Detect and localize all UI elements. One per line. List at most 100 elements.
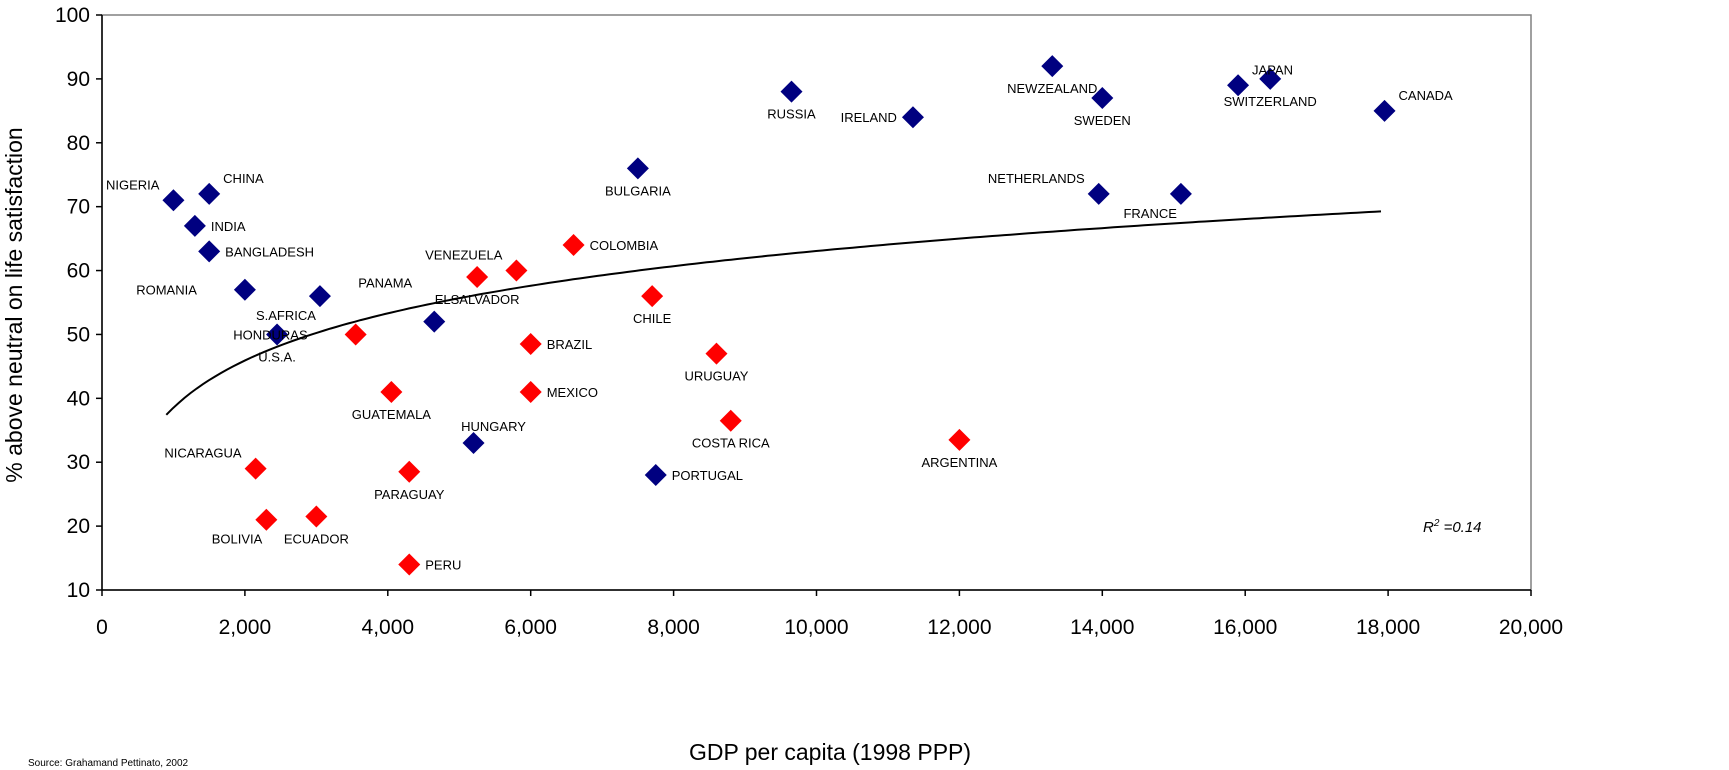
r-squared-label: R: [1423, 519, 1434, 536]
data-point-marker: [233, 278, 256, 301]
data-point-label: CHILE: [633, 311, 672, 326]
x-tick-label: 20,000: [1499, 616, 1563, 639]
data-point-label: MEXICO: [547, 385, 598, 400]
data-point-label: HONDURAS: [233, 327, 308, 342]
data-point-label: BULGARIA: [605, 183, 671, 198]
data-point-label: URUGUAY: [684, 369, 748, 384]
data-point-marker: [398, 553, 421, 576]
data-point-label: INDIA: [211, 219, 246, 234]
data-point-marker: [562, 234, 585, 256]
data-point-marker: [244, 457, 267, 480]
data-point-label: NETHERLANDS: [988, 171, 1085, 186]
x-tick-label: 10,000: [784, 616, 848, 639]
data-point-label: NIGERIA: [106, 177, 160, 192]
data-point-marker: [380, 380, 403, 403]
data-point-label: NEWZEALAND: [1007, 81, 1097, 96]
data-point-label: COLOMBIA: [590, 238, 659, 253]
data-point-marker: [1227, 74, 1250, 97]
y-axis-title: % above neutral on life satisfaction: [1, 127, 27, 482]
data-point-marker: [1087, 182, 1110, 205]
x-tick-label: 8,000: [647, 616, 700, 639]
data-point-label: ROMANIA: [136, 283, 197, 298]
data-point-label: NICARAGUA: [164, 446, 242, 461]
y-tick-label: 10: [67, 579, 90, 602]
y-tick-label: 70: [67, 196, 90, 219]
data-point-marker: [1169, 182, 1192, 205]
data-point-label: S.AFRICA: [256, 308, 316, 323]
data-point-label: PANAMA: [358, 276, 412, 291]
data-point-marker: [198, 182, 221, 205]
data-point-label: COSTA RICA: [692, 436, 770, 451]
data-point-label: RUSSIA: [767, 107, 816, 122]
data-point-marker: [198, 240, 221, 263]
x-tick-label: 0: [96, 616, 108, 639]
source-note: Source: Grahamand Pettinato, 2002: [28, 758, 189, 769]
data-point-marker: [519, 333, 542, 356]
data-point-marker: [626, 157, 649, 180]
data-point-label: BOLIVIA: [212, 532, 263, 547]
y-tick-label: 100: [55, 4, 90, 27]
x-axis-title: GDP per capita (1998 PPP): [689, 739, 971, 765]
data-point-marker: [266, 323, 289, 346]
r-squared-annotation: R2 =0.14: [1423, 518, 1482, 536]
r-squared-superscript: 2: [1433, 518, 1440, 529]
x-tick-label: 4,000: [362, 616, 415, 639]
r-squared-value: =0.14: [1439, 519, 1481, 536]
data-point-marker: [162, 189, 185, 212]
data-point-marker: [641, 285, 664, 308]
data-point-marker: [398, 460, 421, 483]
data-point-label: HUNGARY: [461, 419, 526, 434]
trendline: [165, 210, 1382, 416]
data-point-label: ECUADOR: [284, 532, 349, 547]
y-tick-label: 60: [67, 260, 90, 283]
data-point-marker: [183, 214, 206, 237]
data-point-marker: [308, 285, 331, 308]
data-point-marker: [255, 508, 278, 531]
y-tick-label: 40: [67, 387, 90, 410]
x-tick-label: 12,000: [927, 616, 991, 639]
data-point-marker: [305, 505, 328, 528]
data-point-label: SWEDEN: [1074, 113, 1131, 128]
data-point-marker: [901, 106, 924, 129]
data-point-marker: [644, 464, 667, 486]
data-point-label: SWITZERLAND: [1224, 94, 1317, 109]
data-point-label: ELSALVADOR: [435, 292, 520, 307]
data-point-label: PERU: [425, 557, 461, 572]
data-point-marker: [423, 310, 446, 333]
data-point-label: CANADA: [1399, 88, 1454, 103]
data-point-marker: [519, 380, 542, 403]
data-point-label: PORTUGAL: [672, 468, 743, 483]
data-point-label: IRELAND: [841, 110, 897, 125]
data-point-marker: [1041, 55, 1064, 78]
x-tick-label: 14,000: [1070, 616, 1134, 639]
y-tick-label: 90: [67, 68, 90, 91]
data-point-marker: [780, 80, 803, 103]
data-point-label: JAPAN: [1252, 62, 1293, 77]
data-points: [162, 55, 1396, 576]
data-point-label: PARAGUAY: [374, 487, 445, 502]
data-point-marker: [344, 323, 367, 346]
data-point-marker: [466, 265, 489, 288]
data-point-marker: [948, 428, 971, 451]
data-point-label: GUATEMALA: [352, 407, 432, 422]
data-point-label: BANGLADESH: [225, 244, 314, 259]
data-point-marker: [1091, 87, 1114, 110]
x-tick-label: 16,000: [1213, 616, 1277, 639]
point-labels: NIGERIA CHINA INDIA BANGLADESH ROMANIA S.AFRI…: [106, 62, 1453, 572]
trendline-group: [165, 210, 1382, 416]
data-point-marker: [719, 409, 742, 432]
y-tick-label: 50: [67, 323, 90, 346]
data-point-label: U.S.A.: [258, 349, 296, 364]
data-point-label: ARGENTINA: [921, 455, 997, 470]
y-tick-label: 20: [67, 515, 90, 538]
data-point-marker: [1259, 67, 1282, 90]
data-point-marker: [705, 342, 728, 365]
x-tick-label: 6,000: [504, 616, 557, 639]
y-tick-label: 30: [67, 451, 90, 474]
axes: 10 20 30 40 50 60 70 80 90 100 0 2,000 4,000 6,000 8,0…: [55, 4, 1563, 639]
data-point-marker: [505, 259, 528, 282]
y-tick-label: 80: [67, 132, 90, 155]
data-point-label: BRAZIL: [547, 337, 593, 352]
data-point-label: CHINA: [223, 171, 264, 186]
